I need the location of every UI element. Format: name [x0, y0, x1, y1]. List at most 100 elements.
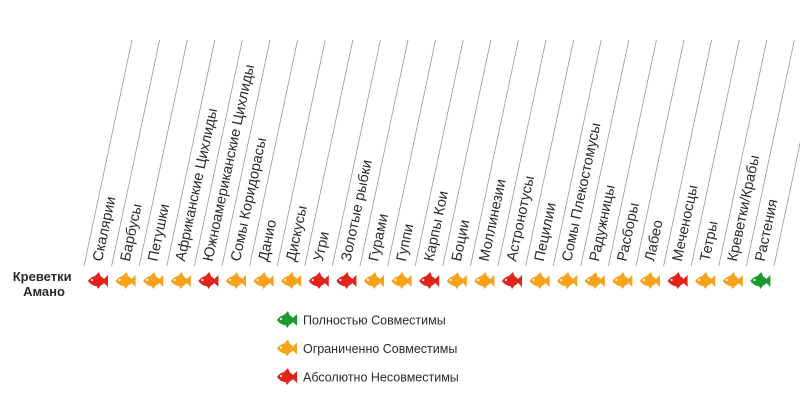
fish-fin — [398, 272, 405, 289]
column-label: Гуппи — [394, 222, 418, 262]
column-label: Меченосцы — [670, 184, 702, 263]
fish-icon — [336, 272, 357, 289]
fish-eye — [504, 278, 508, 282]
fish-body — [695, 275, 716, 287]
column-separator — [470, 39, 519, 267]
fish-body — [474, 275, 495, 287]
column-label: Дискусы — [283, 204, 310, 263]
fish-fin — [95, 272, 101, 289]
fish-icon — [88, 272, 108, 289]
fish-eye — [642, 278, 646, 282]
column-separator — [746, 39, 795, 267]
fish-icon — [253, 272, 274, 289]
column-separator — [83, 39, 133, 267]
column-separator — [580, 39, 630, 267]
fish-fin — [315, 272, 322, 289]
fish-fin — [284, 368, 290, 385]
fish-fin — [509, 272, 515, 289]
fish-icon — [474, 272, 495, 289]
column-separator — [635, 39, 685, 267]
fish-body — [253, 275, 274, 287]
column-label: Данио — [256, 218, 280, 262]
column-label: Астронотусы — [504, 174, 538, 262]
fish-fin — [260, 272, 267, 289]
column-separator — [359, 39, 409, 267]
column-label: Радужницы — [587, 184, 619, 263]
column-separator — [608, 39, 657, 267]
fish-fin — [757, 272, 764, 289]
column-separator — [497, 39, 547, 267]
fish-eye — [615, 278, 618, 282]
fish-icon — [277, 339, 297, 357]
column-label: Карпы Кои — [421, 190, 452, 263]
column-separator — [249, 39, 298, 267]
fish-fin — [647, 272, 653, 289]
fish-body — [640, 275, 660, 287]
legend-label: Ограниченно Совместимы — [303, 342, 457, 356]
fish-icon — [584, 272, 605, 289]
fish-body — [336, 275, 357, 287]
fish-fin — [288, 272, 295, 289]
fish-eye — [422, 278, 425, 282]
column-label: Тетры — [697, 220, 721, 263]
fish-fin — [426, 272, 433, 289]
fish-body — [277, 371, 297, 383]
legend-label: Полностью Совместимы — [303, 314, 446, 328]
fish-icon — [612, 272, 633, 289]
column-separator — [718, 39, 768, 267]
fish-eye — [339, 278, 342, 282]
fish-fin — [177, 272, 184, 289]
fish-icon — [391, 272, 412, 289]
fish-body — [446, 275, 467, 287]
fish-icon — [226, 272, 246, 289]
column-separator — [276, 39, 326, 267]
fish-body — [308, 275, 329, 287]
fish-body — [419, 275, 440, 287]
fish-icon — [115, 272, 136, 289]
fish-fin — [536, 272, 543, 289]
fish-body — [281, 275, 302, 287]
fish-body — [612, 275, 633, 287]
fish-eye — [449, 278, 452, 282]
fish-fin — [674, 272, 681, 289]
fish-body — [364, 275, 384, 287]
fish-fin — [284, 339, 290, 357]
row-label-line: Амано — [23, 284, 65, 299]
fish-eye — [228, 278, 232, 282]
fish-body — [198, 275, 219, 287]
fish-fin — [564, 272, 571, 289]
fish-icon — [640, 272, 660, 289]
fish-eye — [284, 278, 287, 282]
fish-fin — [481, 272, 488, 289]
fish-body — [667, 275, 688, 287]
column-separator — [166, 39, 216, 267]
fish-eye — [279, 317, 283, 321]
fish-icon — [143, 272, 164, 289]
fish-eye — [311, 278, 314, 282]
fish-eye — [118, 278, 121, 282]
column-label: Боции — [449, 218, 473, 263]
fish-icon — [170, 272, 191, 289]
fish-icon — [529, 272, 550, 289]
fish-eye — [279, 374, 283, 378]
column-separator — [194, 39, 243, 267]
fish-eye — [477, 278, 480, 282]
fish-eye — [279, 346, 283, 349]
column-separator — [663, 39, 712, 267]
fish-body — [277, 342, 297, 355]
column-label: Скалярии — [90, 195, 119, 263]
fish-body — [584, 275, 605, 287]
fish-icon — [277, 368, 297, 385]
column-separator — [304, 39, 354, 267]
legend-label: Абсолютно Несовместимы — [303, 371, 459, 385]
column-separator — [773, 141, 800, 267]
fish-body — [170, 275, 191, 287]
column-separator — [221, 39, 271, 267]
fish-icon — [557, 272, 578, 289]
fish-fin — [122, 272, 129, 289]
fish-eye — [560, 278, 563, 282]
fish-body — [750, 275, 771, 287]
fish-icon — [281, 272, 302, 289]
column-separator — [387, 39, 436, 267]
